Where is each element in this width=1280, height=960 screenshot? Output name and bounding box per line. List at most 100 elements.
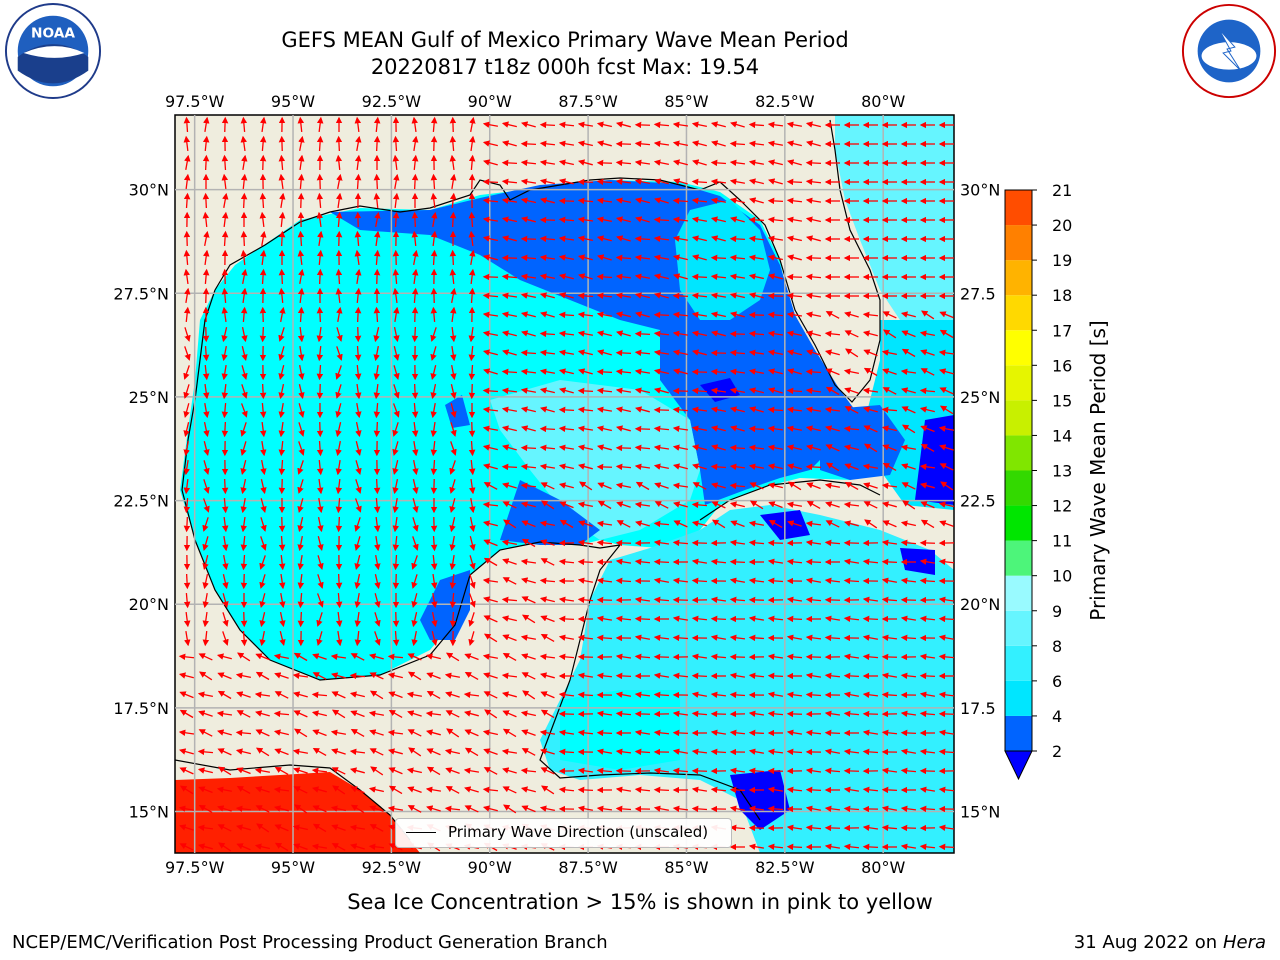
wave-arrow	[298, 441, 305, 456]
wave-arrow	[298, 154, 305, 171]
wave-arrow	[240, 516, 247, 533]
wave-arrow	[616, 501, 631, 508]
wave-arrow	[449, 211, 457, 228]
wave-arrow	[259, 211, 267, 228]
wave-arrow	[298, 365, 305, 381]
wave-arrow	[221, 402, 229, 419]
wave-arrow	[635, 520, 650, 527]
wave-arrow	[278, 327, 285, 342]
wave-arrow	[578, 368, 593, 375]
wave-arrow	[255, 805, 270, 813]
chart-title: GEFS MEAN Gulf of Mexico Primary Wave Me…	[281, 28, 849, 52]
wave-arrow	[392, 479, 399, 495]
wave-arrow	[221, 516, 229, 533]
wave-arrow	[541, 785, 555, 795]
wave-arrow	[393, 173, 400, 190]
wave-arrow	[444, 805, 461, 813]
wave-arrow	[408, 747, 422, 757]
wave-arrow	[578, 273, 593, 280]
wave-arrow	[501, 121, 517, 128]
wave-arrow	[596, 520, 613, 527]
wave-arrow	[331, 824, 346, 832]
wave-arrow	[222, 192, 229, 209]
wave-arrow	[843, 672, 860, 680]
lon-tick-label-top: 85°W	[664, 92, 708, 111]
wave-arrow	[412, 268, 419, 285]
wave-arrow	[615, 615, 632, 623]
lat-tick-label-left: 17.5°N	[113, 699, 169, 718]
wave-arrow	[373, 327, 380, 343]
wave-arrow	[540, 633, 555, 642]
wave-arrow	[411, 287, 419, 304]
wave-arrow	[482, 178, 499, 186]
wave-arrow	[183, 192, 191, 209]
wave-arrow	[197, 691, 213, 698]
lat-tick-label-left: 30°N	[129, 181, 169, 200]
wave-arrow	[672, 729, 689, 737]
lat-tick-label-left: 27.5°N	[113, 284, 169, 303]
wave-arrow	[520, 311, 536, 318]
wave-arrow	[330, 805, 346, 812]
wave-arrow	[259, 421, 267, 438]
wave-arrow	[392, 630, 400, 647]
wave-arrow	[862, 843, 879, 851]
chart-subtitle: 20220817 t18z 000h fcst Max: 19.54	[370, 55, 760, 79]
wave-direction-arrows	[178, 116, 954, 852]
wave-arrow	[539, 805, 555, 812]
wave-arrow	[374, 555, 381, 571]
lon-tick-label-bottom: 80°W	[861, 858, 905, 877]
wave-arrow	[805, 463, 822, 471]
wave-arrow	[407, 710, 422, 717]
wave-arrow	[502, 444, 517, 451]
wave-arrow	[634, 178, 650, 185]
wave-arrow	[221, 364, 228, 381]
wave-arrow	[330, 653, 347, 660]
wave-arrow	[445, 710, 460, 718]
wave-arrow	[558, 368, 574, 375]
wave-arrow	[297, 592, 305, 609]
wave-arrow	[520, 254, 537, 262]
wave-arrow	[482, 444, 498, 451]
wave-arrow	[203, 460, 210, 475]
wave-arrow	[298, 268, 305, 285]
wave-arrow	[596, 216, 612, 223]
wave-arrow	[449, 135, 457, 152]
wave-arrow	[634, 444, 651, 452]
wave-arrow	[468, 326, 475, 343]
wave-arrow	[373, 402, 381, 419]
colorbar-tick-label: 9	[1052, 602, 1062, 621]
wave-arrow	[240, 306, 248, 323]
wave-arrow	[316, 192, 324, 209]
wave-arrow	[483, 748, 498, 756]
wave-arrow	[464, 786, 479, 793]
wave-arrow	[653, 558, 670, 566]
wave-arrow	[468, 287, 476, 304]
wave-arrow	[255, 786, 270, 793]
colorbar-segment	[1005, 295, 1032, 331]
wave-arrow	[373, 383, 381, 400]
wave-arrow	[278, 268, 286, 285]
wave-arrow	[279, 306, 286, 322]
wave-arrow	[354, 536, 361, 551]
wave-arrow	[197, 843, 213, 850]
wave-arrow	[387, 672, 403, 679]
wave-arrow	[355, 441, 362, 457]
wave-arrow	[615, 463, 632, 471]
wave-arrow	[259, 574, 266, 589]
wave-arrow	[312, 653, 327, 660]
wave-arrow	[292, 748, 309, 755]
wave-arrow	[521, 805, 536, 813]
wave-arrow	[786, 615, 803, 623]
wave-arrow	[539, 653, 556, 661]
wave-arrow	[335, 422, 342, 438]
wave-arrow	[558, 634, 575, 641]
colorbar-tick-label: 20	[1052, 216, 1072, 235]
lon-tick-label-bottom: 95°W	[271, 858, 315, 877]
wave-arrow	[596, 140, 612, 147]
wave-arrow	[407, 729, 422, 737]
wave-arrow	[316, 249, 324, 266]
wave-arrow	[316, 612, 323, 627]
wave-arrow	[278, 402, 285, 419]
wave-arrow	[634, 634, 651, 641]
wave-arrow	[311, 786, 327, 793]
